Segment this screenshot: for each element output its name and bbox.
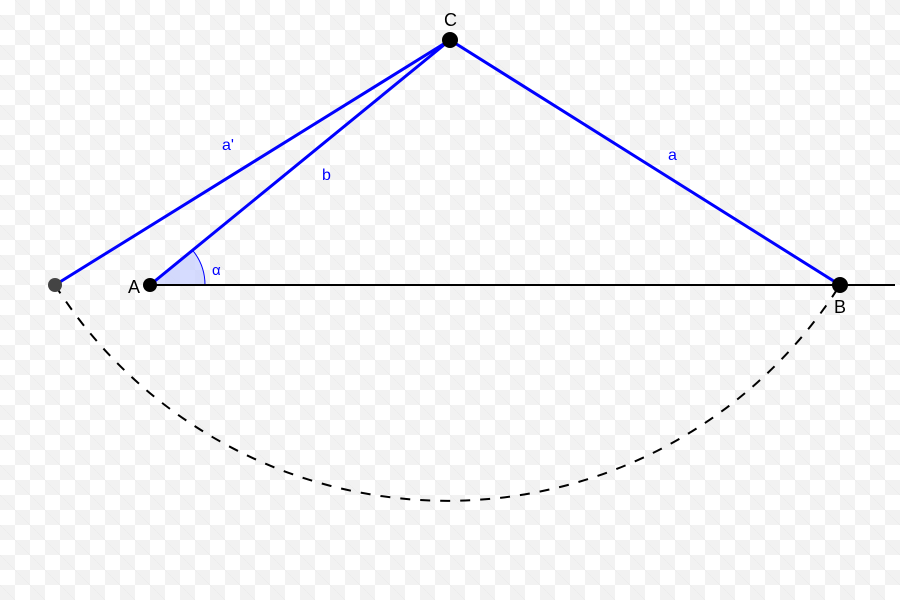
segment-label-aprime: a' <box>222 137 234 154</box>
geometry-svg: α b a a' A B C <box>0 0 900 600</box>
angle-label: α <box>212 262 221 279</box>
point-C <box>442 32 458 48</box>
point-Aprime <box>48 278 62 292</box>
segment-label-b: b <box>322 167 331 184</box>
segment-aprime <box>55 40 450 285</box>
diagram-canvas: α b a a' A B C <box>0 0 900 600</box>
segment-label-a: a <box>668 147 677 164</box>
point-A <box>143 278 157 292</box>
construction-arc <box>55 285 840 501</box>
point-B <box>832 277 848 293</box>
point-label-C: C <box>444 10 457 30</box>
segment-b <box>150 40 450 285</box>
point-label-A: A <box>128 277 140 297</box>
point-label-B: B <box>834 297 846 317</box>
segment-a <box>450 40 840 285</box>
